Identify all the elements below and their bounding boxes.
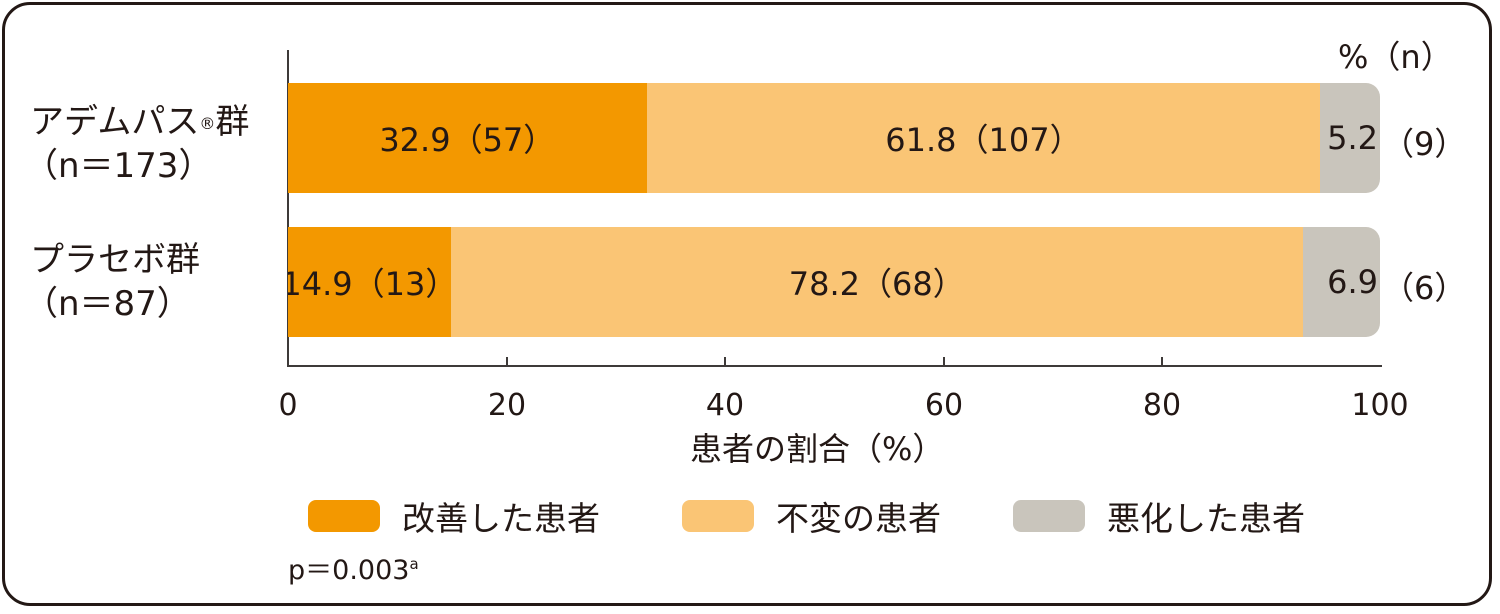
x-tick-label: 20 xyxy=(487,388,527,423)
legend-unchanged: 不変の患者 xyxy=(682,492,941,540)
x-tick-label: 80 xyxy=(1142,388,1182,423)
legend-worsened: 悪化した患者 xyxy=(1013,492,1305,540)
x-tick xyxy=(1161,357,1163,366)
y-label-adempas-n: （n＝173） xyxy=(24,146,213,186)
unit-label: %（n） xyxy=(1338,38,1453,76)
p-value-text: p＝0.003 xyxy=(288,555,410,586)
x-tick-label: 100 xyxy=(1351,388,1409,423)
x-axis-title: 患者の割合（%） xyxy=(690,430,945,468)
x-axis-line xyxy=(287,365,1382,367)
y-label-placebo-n: （n＝87） xyxy=(24,284,191,324)
registered-mark: ® xyxy=(199,114,216,133)
legend-label: 不変の患者 xyxy=(776,499,941,538)
y-label-placebo: プラセボ群 xyxy=(30,240,200,280)
chart-frame xyxy=(2,2,1492,606)
footnote-marker: a xyxy=(409,555,419,573)
group-name: アデムパス xyxy=(30,102,200,142)
y-axis-line xyxy=(287,50,289,366)
segment-worsened: 5.2 xyxy=(1320,83,1380,193)
legend-label: 悪化した患者 xyxy=(1107,499,1305,538)
segment-improved: 14.9（13） xyxy=(288,227,457,337)
segment-unchanged: 61.8（107） xyxy=(646,83,1321,193)
x-tick xyxy=(724,357,726,366)
bar-placebo: 14.9（13） 78.2（68） 6.9 xyxy=(288,227,1380,337)
p-value-annotation: p＝0.003a xyxy=(288,548,419,587)
worsened-count-adempas: （9） xyxy=(1382,125,1467,163)
segment-worsened: 6.9 xyxy=(1302,227,1380,337)
bar-adempas: 32.9（57） 61.8（107） 5.2 xyxy=(288,83,1380,193)
x-tick-label: 60 xyxy=(924,388,964,423)
legend-swatch-worsened xyxy=(1013,500,1085,532)
legend-swatch-improved xyxy=(308,500,380,532)
legend-swatch-unchanged xyxy=(682,500,754,532)
segment-unchanged: 78.2（68） xyxy=(450,227,1303,337)
legend-improved: 改善した患者 xyxy=(308,492,600,540)
x-tick xyxy=(943,357,945,366)
y-label-adempas: アデムパス®群 xyxy=(30,100,249,144)
group-suffix: 群 xyxy=(215,102,250,142)
legend-label: 改善した患者 xyxy=(402,499,600,538)
x-tick-label: 0 xyxy=(278,388,298,423)
x-tick-label: 40 xyxy=(705,388,745,423)
segment-improved: 32.9（57） xyxy=(288,83,647,193)
x-tick xyxy=(506,357,508,366)
worsened-count-placebo: （6） xyxy=(1382,269,1467,307)
